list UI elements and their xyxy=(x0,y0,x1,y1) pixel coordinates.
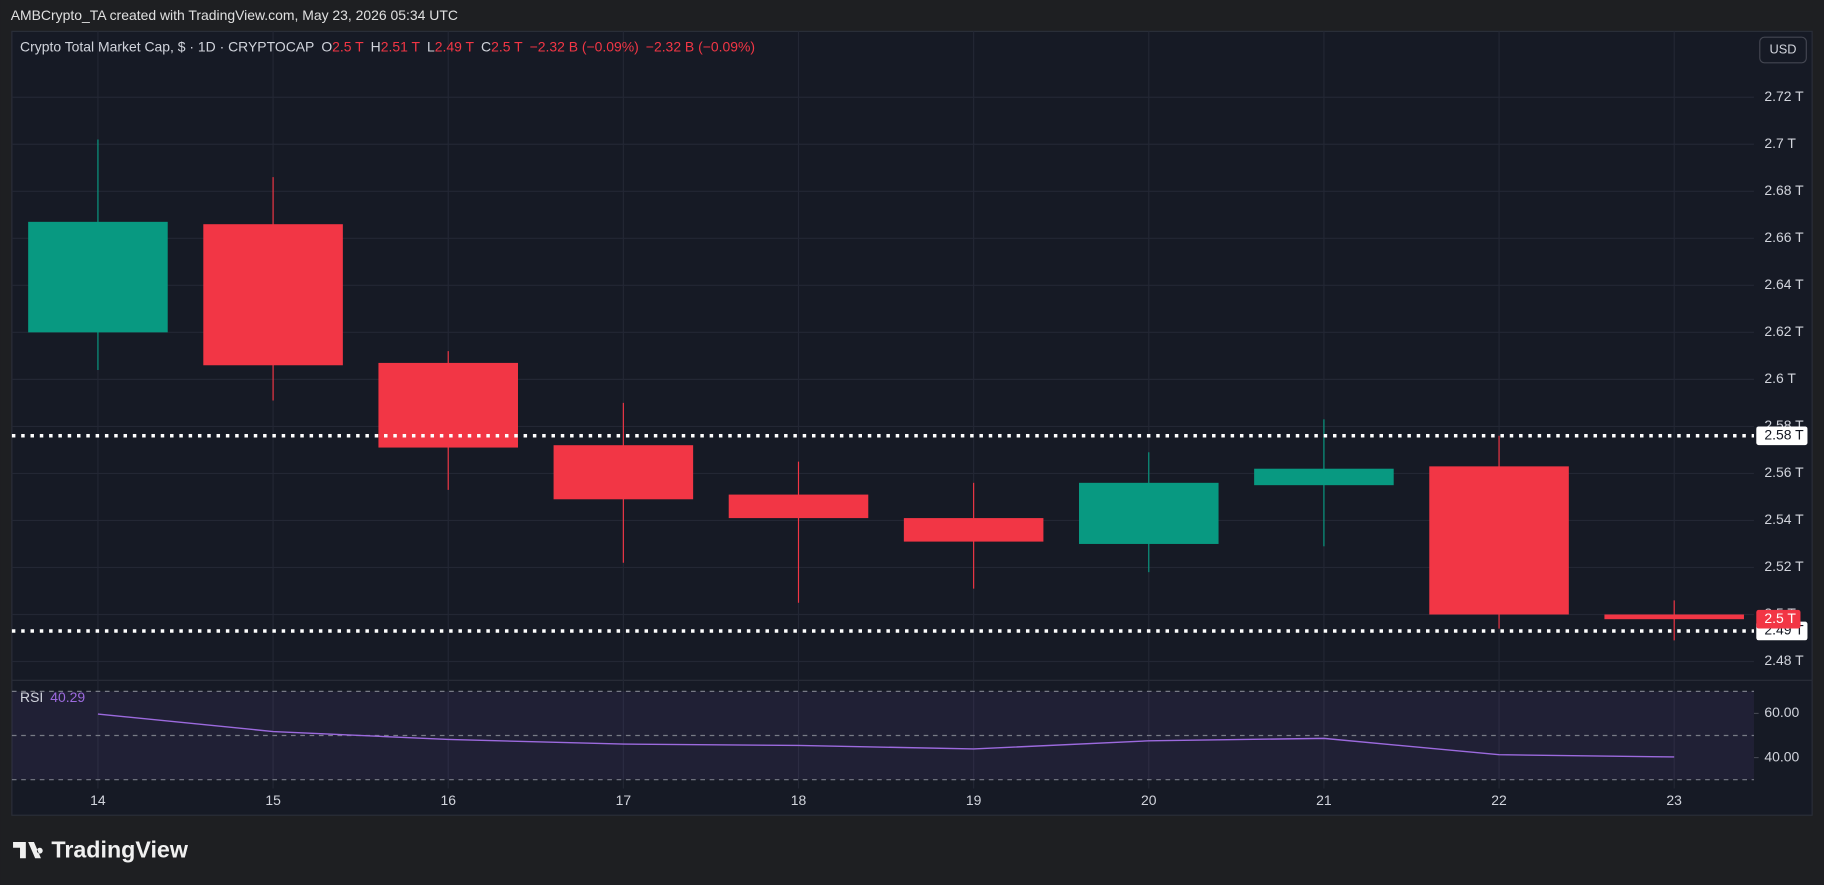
y-tick-label: 2.56 T xyxy=(1764,464,1804,480)
y-tick-label: 2.6 T xyxy=(1764,370,1796,386)
legend-value: 2.5 T xyxy=(332,38,364,54)
x-tick-label: 22 xyxy=(1491,792,1507,808)
x-tick-label: 19 xyxy=(966,792,982,808)
legend: Crypto Total Market Cap, $ · 1D · CRYPTO… xyxy=(20,38,755,54)
x-tick-label: 18 xyxy=(791,792,807,808)
candle-body xyxy=(1604,614,1744,620)
y-tick-label: 2.66 T xyxy=(1764,229,1804,245)
level-tag xyxy=(1756,426,1808,446)
x-tick-label: 17 xyxy=(616,792,632,808)
x-tick-label: 21 xyxy=(1316,792,1332,808)
candle-body xyxy=(553,445,694,500)
legend-change: −2.32 B (−0.09%) xyxy=(646,38,755,54)
candle-body xyxy=(28,221,168,333)
candle-body xyxy=(728,494,869,519)
legend-value: 2.51 T xyxy=(381,38,421,54)
legend-key: L xyxy=(427,38,435,54)
legend-value: 2.49 T xyxy=(435,38,475,54)
y-tick-label: 2.68 T xyxy=(1764,182,1804,198)
y-tick-label: 60.00 xyxy=(1764,704,1799,720)
legend-key: C xyxy=(481,38,491,54)
y-tick-label: 2.7 T xyxy=(1764,135,1796,151)
x-tick-label: 23 xyxy=(1666,792,1682,808)
y-tick-label: 2.64 T xyxy=(1764,276,1804,292)
y-tick-label: 2.52 T xyxy=(1764,558,1804,574)
legend-title: Crypto Total Market Cap, $ · 1D · CRYPTO… xyxy=(20,38,314,54)
brand: TradingView xyxy=(51,836,188,862)
x-tick-label: 14 xyxy=(90,792,106,808)
currency-button[interactable] xyxy=(1759,36,1807,64)
level-label: 2.58 T xyxy=(1764,426,1804,442)
tradingview-logo xyxy=(13,841,43,859)
currency-label: USD xyxy=(1770,41,1797,56)
candle-body xyxy=(903,518,1044,542)
candle-body xyxy=(1078,482,1219,544)
rsi-legend: RSI 40.29 xyxy=(20,688,85,704)
y-tick-label: 2.54 T xyxy=(1764,511,1804,527)
legend-key: H xyxy=(371,38,381,54)
last-price-label: 2.5 T xyxy=(1764,610,1796,626)
y-tick-label: 2.62 T xyxy=(1764,323,1804,339)
legend-change: −2.32 B (−0.09%) xyxy=(530,38,639,54)
candle-body xyxy=(1429,466,1569,615)
rsi-line xyxy=(97,713,1675,758)
x-tick-label: 15 xyxy=(265,792,281,808)
y-tick-label: 40.00 xyxy=(1764,748,1799,764)
rsi-value: 40.29 xyxy=(50,688,85,704)
candle-body xyxy=(378,362,518,448)
last-price-tag xyxy=(1756,609,1801,629)
chart-frame xyxy=(11,30,1813,816)
legend-key: O xyxy=(321,38,332,54)
credit: AMBCrypto_TA created with TradingView.co… xyxy=(11,7,458,23)
legend-value: 2.5 T xyxy=(491,38,523,54)
x-tick-label: 16 xyxy=(440,792,456,808)
y-tick-label: 2.72 T xyxy=(1764,88,1804,104)
rsi-title: RSI xyxy=(20,688,43,704)
y-tick-label: 2.48 T xyxy=(1764,652,1804,668)
candle-body xyxy=(203,224,343,366)
candle-body xyxy=(1254,468,1394,486)
x-tick-label: 20 xyxy=(1141,792,1157,808)
